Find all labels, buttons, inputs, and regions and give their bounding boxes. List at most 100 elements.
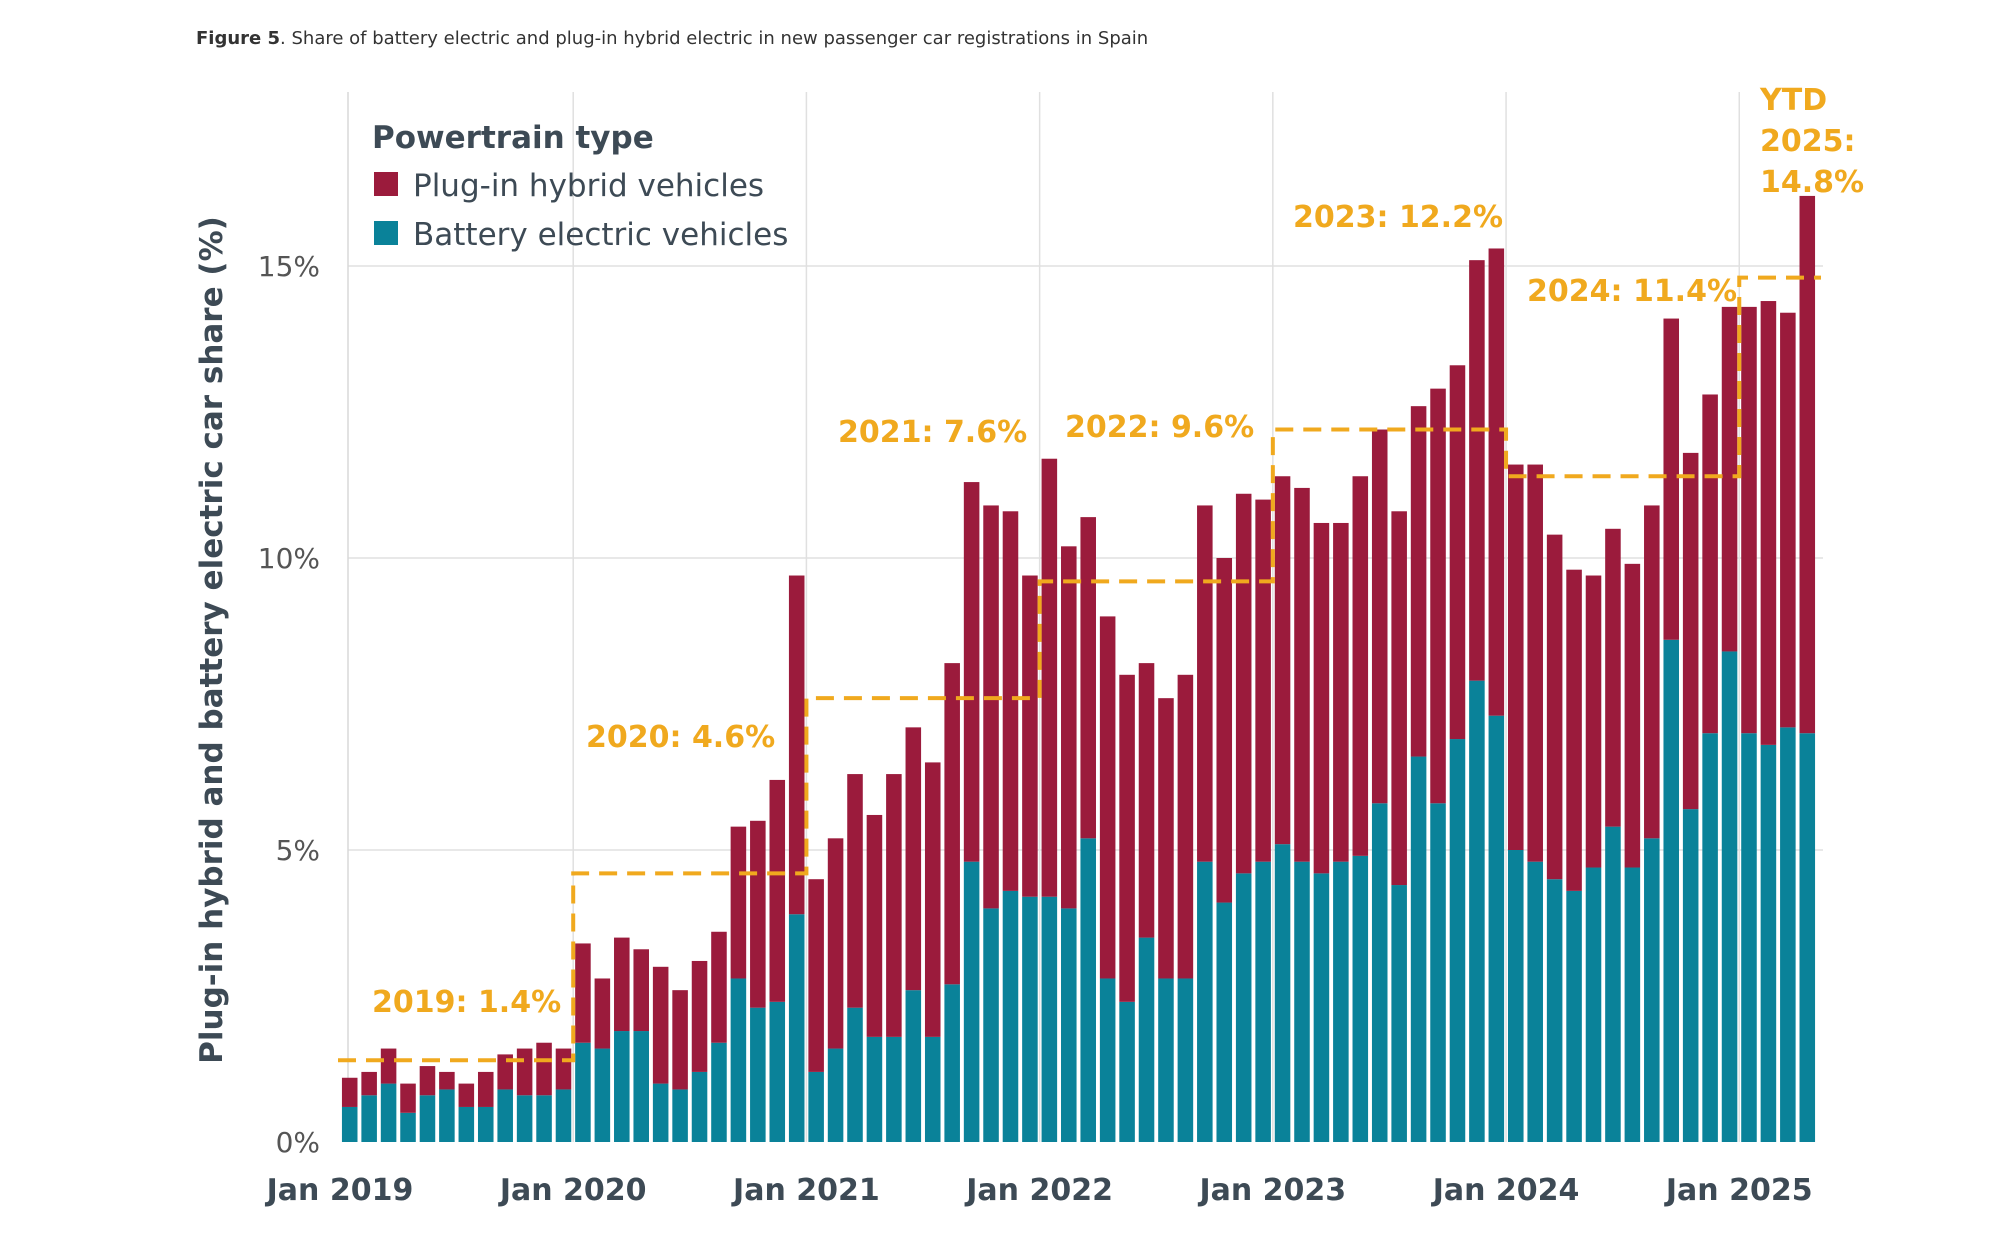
bar-phev	[1644, 505, 1660, 839]
bar-phev	[788, 575, 805, 915]
x-tick-label: Jan 2021	[731, 1173, 880, 1208]
bar-phev	[1099, 616, 1116, 979]
bar-phev	[886, 774, 902, 1037]
bar-bev	[1721, 651, 1738, 1142]
y-tick-label: 15%	[258, 250, 320, 283]
bar-phev	[905, 727, 922, 991]
annotation-label: 2023: 12.2%	[1293, 200, 1503, 235]
bar-phev	[1760, 301, 1777, 745]
bar-bev	[1644, 838, 1660, 1142]
bar-phev	[750, 820, 766, 1008]
bar-bev	[1799, 733, 1816, 1142]
annotation-label: 2019: 1.4%	[372, 985, 561, 1020]
bar-phev	[808, 879, 824, 1072]
bar-bev	[341, 1106, 358, 1142]
bar-bev	[827, 1048, 844, 1142]
bars	[341, 195, 1816, 1142]
legend-title: Powertrain type	[372, 120, 654, 156]
bar-bev	[730, 978, 747, 1142]
bar-bev	[1099, 978, 1116, 1142]
bar-bev	[536, 1095, 552, 1142]
bar-bev	[458, 1106, 475, 1142]
bar-phev	[1605, 528, 1621, 827]
bar-bev	[1410, 756, 1427, 1142]
bar-bev	[1566, 890, 1582, 1142]
bar-bev	[1663, 639, 1680, 1142]
bar-phev	[1080, 517, 1096, 839]
bar-bev	[788, 914, 805, 1142]
bar-bev	[400, 1112, 416, 1142]
bar-phev	[1235, 493, 1252, 874]
bar-bev	[594, 1048, 611, 1142]
x-tick-label: Jan 2024	[1431, 1173, 1580, 1208]
bar-phev	[1799, 195, 1816, 734]
bar-bev	[1352, 855, 1369, 1142]
axis-labels: 0% 5% 10% 15% Jan 2019 Jan 2020 Jan 2021 Jan 20…	[258, 250, 1813, 1208]
bar-bev	[1080, 838, 1096, 1142]
bar-phev	[555, 1048, 572, 1090]
bar-phev	[1371, 429, 1388, 804]
bar-bev	[808, 1071, 824, 1142]
legend-label-bev: Battery electric vehicles	[413, 217, 788, 253]
bar-phev	[1527, 464, 1543, 862]
bar-phev	[1333, 522, 1349, 862]
bar-bev	[1119, 1001, 1135, 1142]
bar-bev	[419, 1095, 436, 1142]
bar-bev	[1371, 803, 1388, 1142]
bar-phev	[847, 774, 863, 1008]
y-tick-label: 10%	[258, 542, 320, 575]
bar-phev	[1255, 499, 1271, 862]
bar-bev	[886, 1036, 902, 1142]
bar-phev	[769, 779, 786, 1002]
bar-phev	[1197, 505, 1213, 862]
bar-bev	[1488, 715, 1505, 1142]
bar-bev	[1469, 680, 1485, 1142]
bar-phev	[711, 931, 727, 1043]
bar-phev	[1741, 306, 1757, 734]
bar-bev	[1216, 902, 1233, 1142]
bar-bev	[361, 1095, 377, 1142]
bar-phev	[691, 960, 708, 1072]
y-tick-label: 0%	[276, 1126, 320, 1159]
bar-bev	[1041, 896, 1058, 1142]
bar-bev	[1333, 861, 1349, 1142]
bar-bev	[1294, 861, 1310, 1142]
bar-bev	[1255, 861, 1271, 1142]
bar-phev	[361, 1071, 377, 1096]
bar-bev	[1760, 744, 1777, 1142]
figure-label: Figure 5	[196, 28, 281, 49]
bar-bev	[575, 1042, 591, 1142]
bar-bev	[555, 1089, 572, 1142]
bar-phev	[1138, 663, 1155, 938]
bar-phev	[827, 838, 844, 1049]
bar-bev	[1605, 826, 1621, 1142]
bar-phev	[1177, 674, 1194, 979]
bar-phev	[730, 826, 747, 979]
bar-bev	[866, 1036, 883, 1142]
bar-bev	[1177, 978, 1194, 1142]
bar-phev	[1566, 569, 1582, 891]
bar-phev	[1216, 558, 1233, 903]
bar-bev	[1158, 978, 1174, 1142]
bar-bev	[1702, 733, 1718, 1142]
bar-bev	[516, 1095, 533, 1142]
bar-phev	[439, 1071, 455, 1090]
bar-phev	[1663, 318, 1680, 640]
bar-phev	[1119, 674, 1135, 1002]
bar-phev	[380, 1048, 397, 1084]
bar-bev	[497, 1089, 513, 1142]
bar-phev	[983, 505, 999, 909]
bar-phev	[963, 482, 980, 862]
bar-bev	[711, 1042, 727, 1142]
bar-bev	[1391, 885, 1407, 1142]
bar-phev	[400, 1083, 416, 1113]
bar-phev	[614, 937, 630, 1032]
bar-bev	[380, 1083, 397, 1142]
y-axis-title: Plug-in hybrid and battery electric car …	[194, 216, 230, 1064]
annotation-label: 2021: 7.6%	[838, 415, 1027, 450]
y-tick-label: 5%	[276, 834, 320, 867]
bar-bev	[439, 1089, 455, 1142]
bar-phev	[1721, 306, 1738, 652]
bar-bev	[652, 1083, 669, 1142]
